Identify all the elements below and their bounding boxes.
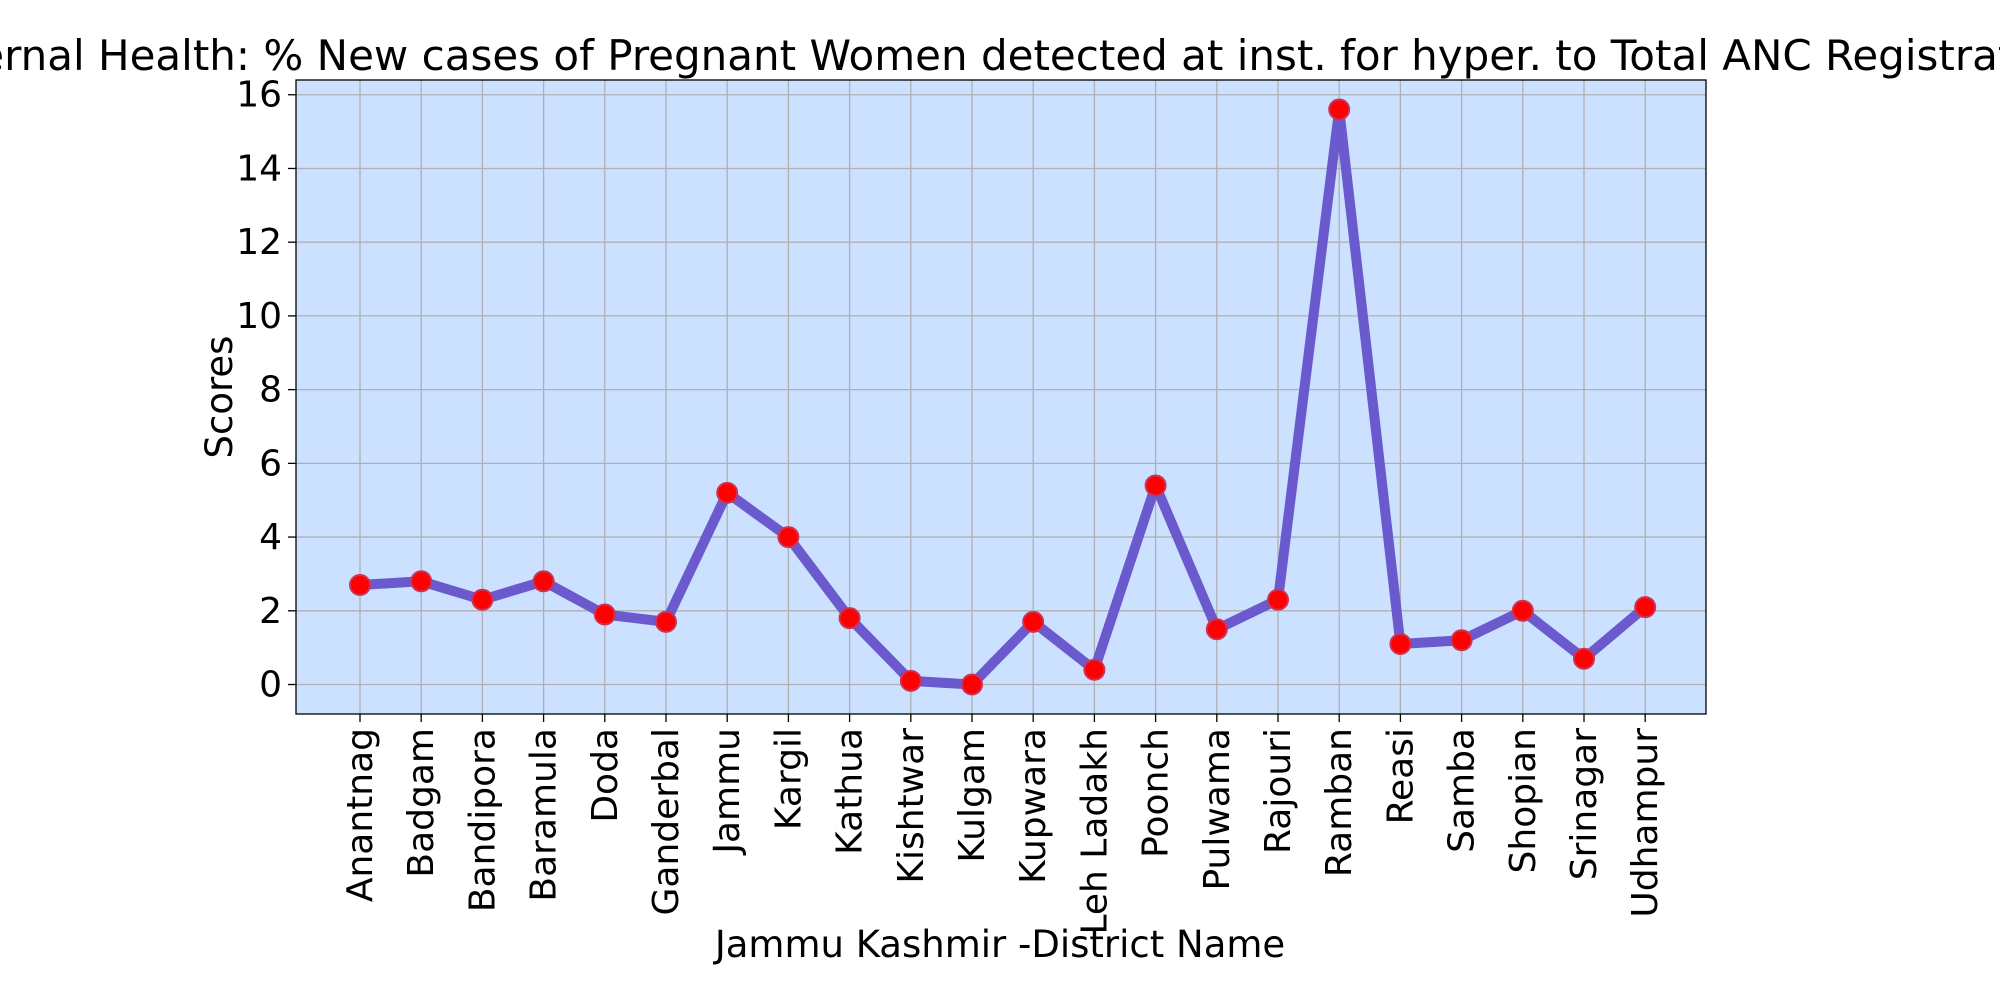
data-point-marker <box>1634 596 1657 619</box>
y-tick-label: 10 <box>236 296 282 337</box>
y-tick-label: 2 <box>259 591 282 632</box>
y-tick-label: 6 <box>259 443 282 484</box>
data-point-marker <box>899 669 922 692</box>
x-tick-label: Kupwara <box>1013 728 1054 884</box>
data-point-marker <box>593 603 616 626</box>
data-point-marker <box>716 481 739 504</box>
x-tick-label: Badgam <box>401 728 442 878</box>
x-axis-ticks: Anantnag Badgam Bandipora Baramula Doda Gande… <box>340 714 1666 935</box>
plot-area <box>296 80 1706 714</box>
data-point-marker <box>1328 98 1351 121</box>
y-tick-label: 8 <box>259 370 282 411</box>
data-point-marker <box>838 607 861 630</box>
data-point-marker <box>1083 658 1106 681</box>
series-polyline <box>355 104 1651 690</box>
data-point-marker <box>349 573 371 596</box>
data-markers <box>349 98 1657 696</box>
data-point-marker <box>1511 599 1534 622</box>
data-point-marker <box>777 526 800 549</box>
x-tick-label: Kargil <box>768 728 809 830</box>
x-tick-label: Bandipora <box>462 728 503 912</box>
x-axis-title: Jammu Kashmir -District Name <box>713 923 1285 966</box>
x-tick-label: Kulgam <box>952 728 993 863</box>
x-tick-label: Srinagar <box>1564 728 1605 880</box>
x-tick-label: Kishtwar <box>891 728 932 884</box>
x-tick-label: Jammu <box>707 728 748 856</box>
y-tick-label: 14 <box>236 148 282 189</box>
y-axis-title: Scores <box>198 336 241 459</box>
data-point-marker <box>655 610 677 633</box>
x-tick-label: Kathua <box>830 728 871 855</box>
data-point-marker <box>1144 474 1167 497</box>
data-point-marker <box>1450 629 1473 652</box>
x-tick-label: Rajouri <box>1258 728 1299 854</box>
plot-frame <box>295 79 1707 715</box>
x-tick-label: Shopian <box>1503 728 1544 873</box>
x-tick-label: Doda <box>585 728 626 823</box>
x-tick-label: Leh Ladakh <box>1074 728 1115 935</box>
x-tick-label: Pulwama <box>1197 728 1238 891</box>
data-point-marker <box>1573 647 1595 670</box>
x-tick-label: Poonch <box>1136 728 1177 858</box>
x-tick-label: Udhampur <box>1625 728 1666 918</box>
data-point-marker <box>471 588 494 611</box>
data-point-marker <box>961 673 983 696</box>
x-tick-label: Ganderbal <box>646 728 687 916</box>
x-tick-label: Ramban <box>1319 728 1360 877</box>
data-point-marker <box>532 570 555 593</box>
x-tick-label: Samba <box>1442 728 1483 853</box>
y-tick-label: 4 <box>259 517 282 558</box>
y-tick-label: 12 <box>236 222 282 263</box>
x-tick-label: Reasi <box>1380 728 1421 824</box>
data-point-marker <box>1022 610 1045 633</box>
chart-title: Maternal Health: % New cases of Pregnant… <box>0 31 2000 80</box>
x-tick-label: Baramula <box>524 728 565 902</box>
x-tick-label: Anantnag <box>340 728 381 902</box>
data-point-marker <box>410 570 433 593</box>
y-tick-label: 16 <box>236 75 282 116</box>
data-point-marker <box>1205 618 1228 641</box>
grid-lines <box>296 80 1706 714</box>
y-tick-label: 0 <box>259 665 282 706</box>
series-line <box>355 104 1651 690</box>
data-point-marker <box>1389 632 1412 655</box>
y-axis-ticks: 0 2 4 6 8 10 12 14 16 <box>236 75 296 706</box>
data-point-marker <box>1267 588 1289 611</box>
